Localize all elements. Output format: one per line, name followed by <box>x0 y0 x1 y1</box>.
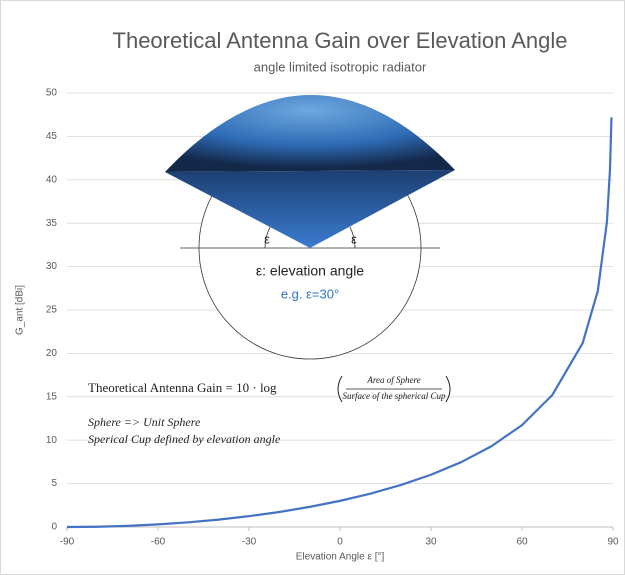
chart: Theoretical Antenna Gain over Elevation … <box>0 0 625 575</box>
x-tick-label: -30 <box>242 537 257 548</box>
y-tick-label: 0 <box>51 522 57 533</box>
x-tick-label: -90 <box>60 537 75 548</box>
chart-title: Theoretical Antenna Gain over Elevation … <box>113 28 568 53</box>
angle-label: ε <box>351 231 357 246</box>
y-tick-label: 5 <box>51 478 57 489</box>
y-tick-label: 10 <box>46 435 58 446</box>
diagram-label: ε: elevation angle <box>256 263 364 279</box>
x-tick-label: -60 <box>151 537 166 548</box>
y-tick-label: 45 <box>46 131 58 142</box>
formula-lhs: Theoretical Antenna Gain = 10 · log <box>88 380 277 395</box>
x-tick-label: 60 <box>516 537 528 548</box>
x-axis-label: Elevation Angle ε [°] <box>296 552 385 563</box>
y-tick-label: 35 <box>46 218 58 229</box>
note: Sphere => Unit Sphere <box>88 415 201 429</box>
y-tick-label: 40 <box>46 174 58 185</box>
y-tick-label: 15 <box>46 391 58 402</box>
x-tick-label: 0 <box>337 537 343 548</box>
formula-numerator: Area of Sphere <box>366 375 420 385</box>
y-axis-label: G_ant [dBi] <box>15 285 26 335</box>
diagram-example: e.g. ε=30° <box>281 286 339 301</box>
formula-denominator: Surface of the spherical Cup <box>343 391 446 401</box>
x-tick-label: 30 <box>425 537 437 548</box>
angle-label: ε <box>264 231 270 246</box>
y-tick-label: 50 <box>46 88 58 99</box>
x-tick-label: 90 <box>607 537 619 548</box>
y-tick-label: 20 <box>46 348 58 359</box>
y-tick-label: 30 <box>46 261 58 272</box>
chart-subtitle: angle limited isotropic radiator <box>254 59 427 74</box>
y-tick-label: 25 <box>46 305 58 316</box>
note: Sperical Cup defined by elevation angle <box>88 432 281 446</box>
